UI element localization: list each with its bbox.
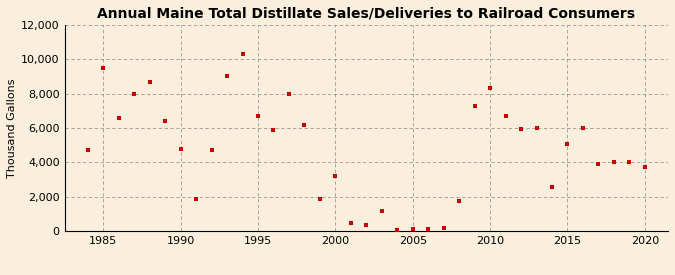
Point <box>129 92 140 96</box>
Point <box>516 127 526 131</box>
Point <box>221 74 232 79</box>
Title: Annual Maine Total Distillate Sales/Deliveries to Railroad Consumers: Annual Maine Total Distillate Sales/Deli… <box>97 7 635 21</box>
Point <box>252 114 263 118</box>
Point <box>407 227 418 232</box>
Point <box>113 116 124 120</box>
Point <box>361 223 372 227</box>
Point <box>578 126 589 130</box>
Y-axis label: Thousand Gallons: Thousand Gallons <box>7 78 17 178</box>
Point <box>98 66 109 70</box>
Point <box>82 148 93 153</box>
Point <box>346 221 356 226</box>
Point <box>423 227 433 232</box>
Point <box>469 103 480 108</box>
Point <box>500 114 511 118</box>
Point <box>639 164 650 169</box>
Point <box>284 92 294 96</box>
Point <box>485 86 495 91</box>
Point <box>377 209 387 214</box>
Point <box>268 128 279 132</box>
Point <box>593 162 604 166</box>
Point <box>299 122 310 127</box>
Point <box>237 52 248 56</box>
Point <box>330 174 341 178</box>
Point <box>547 185 558 189</box>
Point <box>438 226 449 230</box>
Point <box>392 228 403 232</box>
Point <box>531 126 542 130</box>
Point <box>206 148 217 153</box>
Point <box>315 196 325 201</box>
Point <box>191 196 202 201</box>
Point <box>624 160 634 165</box>
Point <box>454 199 464 203</box>
Point <box>176 147 186 151</box>
Point <box>160 119 171 123</box>
Point <box>144 79 155 84</box>
Point <box>608 160 619 165</box>
Point <box>562 142 573 147</box>
